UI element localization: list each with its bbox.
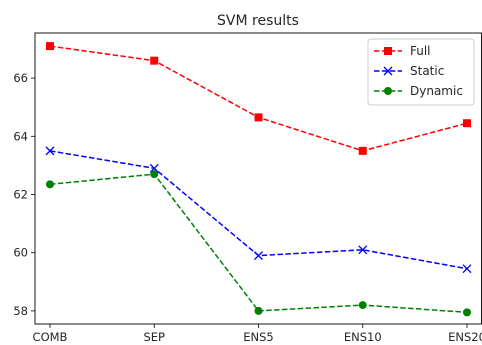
legend-marker-static [383,66,393,76]
y-tick-label: 58 [13,304,28,318]
data-point-full [254,113,263,122]
data-point-dynamic [254,306,263,315]
x-tick-label: ENS20 [448,330,482,344]
legend-label-dynamic: Dynamic [410,84,463,98]
x-axis: COMB SEP ENS5 ENS10 ENS20 [33,324,482,344]
series-full [46,42,471,155]
series-line-static [49,150,468,270]
series-static [45,146,472,274]
legend-box [367,38,475,106]
series-dynamic [46,170,471,317]
data-point-static [254,251,263,261]
data-point-dynamic [46,180,54,189]
x-tick-label: SEP [143,330,165,344]
data-point-full [150,56,159,65]
legend-marker-full [384,47,392,55]
data-point-full [358,146,367,155]
y-tick-label: 62 [13,188,28,202]
data-point-static [462,264,472,274]
data-point-full [46,42,54,51]
y-axis: 58 60 62 64 66 [13,71,35,318]
y-tick-label: 60 [13,246,28,260]
data-point-static [358,245,368,255]
x-tick-label: ENS10 [344,330,382,344]
legend-entry-dynamic: Dynamic [374,84,463,98]
x-tick-label: ENS5 [243,330,274,344]
data-point-full [463,119,471,128]
legend-marker-dynamic [384,87,392,95]
data-point-static [149,163,159,173]
series-line-dynamic [49,173,468,314]
y-tick-label: 66 [13,71,28,85]
data-point-dynamic [150,170,159,179]
data-point-dynamic [463,308,471,317]
data-point-dynamic [358,301,367,310]
legend-entry-static: Static [374,64,444,78]
y-tick-label: 64 [13,129,28,143]
legend-label-static: Static [410,64,444,78]
data-point-static [45,146,55,156]
legend-label-full: Full [410,44,431,58]
series-layer [45,42,472,317]
chart-title: SVM results [217,13,299,29]
legend: Full Static Dynamic [367,38,475,106]
x-tick-label: COMB [33,330,68,344]
legend-entry-full: Full [374,44,431,58]
